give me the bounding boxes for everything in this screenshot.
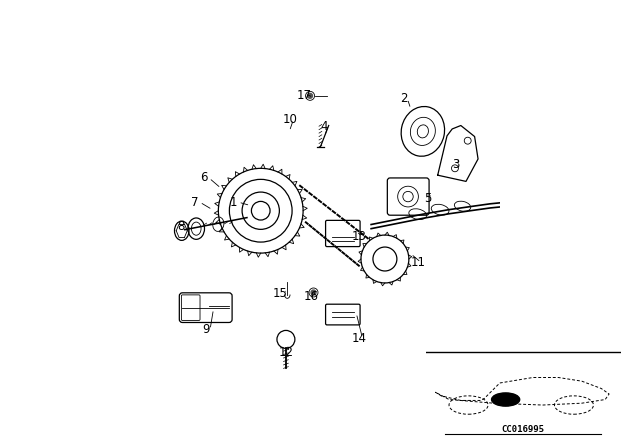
Circle shape	[308, 94, 312, 98]
Text: 13: 13	[351, 230, 367, 243]
Text: 5: 5	[424, 192, 432, 205]
Text: 8: 8	[178, 220, 185, 233]
Text: 4: 4	[321, 120, 328, 133]
Text: 16: 16	[303, 290, 318, 303]
Text: 15: 15	[272, 287, 287, 300]
Text: 2: 2	[400, 92, 408, 105]
Text: CC016995: CC016995	[502, 426, 545, 435]
Text: 7: 7	[191, 196, 199, 209]
Circle shape	[311, 290, 316, 295]
Circle shape	[492, 393, 520, 406]
Text: 12: 12	[279, 346, 294, 359]
Text: 3: 3	[452, 158, 460, 171]
Text: 11: 11	[410, 256, 425, 269]
Text: 6: 6	[200, 172, 207, 185]
Text: 10: 10	[283, 113, 298, 126]
Text: 1: 1	[229, 196, 237, 209]
Text: 14: 14	[351, 332, 367, 345]
Text: 17: 17	[296, 89, 311, 102]
Text: 9: 9	[202, 323, 209, 336]
